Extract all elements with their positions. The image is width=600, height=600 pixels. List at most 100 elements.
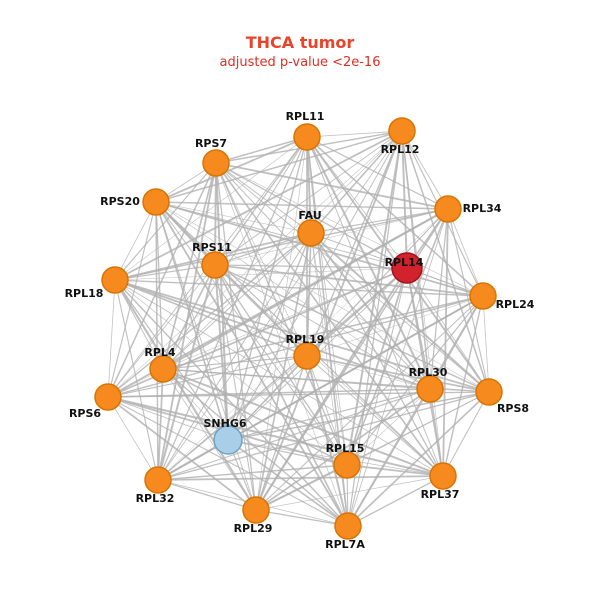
edge [114, 279, 348, 466]
edge [215, 162, 308, 357]
edge [155, 201, 159, 481]
edge [406, 267, 490, 393]
edge [114, 208, 449, 281]
edge [157, 232, 312, 481]
edge [306, 355, 348, 466]
node-FAU [297, 219, 325, 247]
edge [347, 267, 408, 527]
node-RPL32 [144, 466, 172, 494]
node-label-RPS8: RPS8 [497, 402, 529, 415]
edge [215, 162, 490, 393]
edge [310, 232, 490, 393]
edge [114, 130, 403, 281]
edge [162, 130, 403, 370]
edge [114, 279, 484, 297]
edge [255, 475, 444, 511]
edge [347, 391, 490, 527]
edge [214, 264, 349, 527]
edge [215, 162, 348, 466]
edge [162, 368, 444, 477]
edge [107, 396, 229, 441]
node-label-RPL32: RPL32 [136, 492, 175, 505]
edge [346, 391, 490, 466]
edge [255, 509, 349, 527]
node-label-RPL4: RPL4 [144, 346, 176, 359]
node-label-RPL15: RPL15 [326, 442, 365, 455]
node-RPL24 [469, 282, 497, 310]
edge [114, 279, 349, 527]
edges-layer [107, 130, 490, 527]
node-label-RPL12: RPL12 [381, 143, 420, 156]
node-RPL7A [334, 512, 362, 540]
edge [162, 368, 349, 527]
edge [310, 130, 403, 234]
edge [255, 295, 484, 511]
edge [107, 396, 257, 511]
edge [157, 391, 490, 481]
edge [306, 136, 444, 477]
edge [306, 355, 444, 477]
edge [107, 162, 217, 398]
edge [155, 136, 308, 203]
edge [227, 388, 431, 441]
edge [447, 208, 484, 297]
node-RPL11 [293, 123, 321, 151]
edge [107, 355, 308, 398]
edge [107, 232, 312, 398]
chart-title: THCA tumor [245, 33, 355, 52]
node-SNHG6 [213, 425, 243, 455]
node-RPS7 [202, 149, 230, 177]
node-RPL29 [242, 496, 270, 524]
edge [157, 264, 216, 481]
edge [215, 162, 431, 390]
edge [114, 162, 217, 281]
edge [346, 130, 403, 466]
edge [214, 264, 348, 466]
edge [157, 368, 164, 481]
edge [214, 264, 444, 477]
edge [406, 267, 431, 390]
edge [310, 232, 348, 466]
edge [482, 295, 490, 393]
node-label-RPL18: RPL18 [65, 287, 104, 300]
edge [157, 479, 257, 511]
edge [255, 355, 308, 511]
edge [306, 136, 484, 297]
edge [310, 232, 431, 390]
edge [255, 388, 431, 511]
edge [162, 355, 308, 370]
edge [347, 388, 431, 527]
edge [155, 130, 403, 203]
node-label-RPL19: RPL19 [286, 333, 325, 346]
edge [227, 295, 484, 441]
edge [114, 136, 308, 281]
edge [306, 232, 312, 357]
edge [227, 232, 312, 441]
edge [255, 464, 348, 511]
edge [306, 130, 403, 357]
edge [107, 396, 444, 477]
edge [429, 388, 444, 477]
edge [214, 232, 312, 266]
node-label-RPS11: RPS11 [192, 241, 232, 254]
edge [401, 130, 449, 210]
edge [155, 201, 349, 527]
edge [162, 368, 257, 511]
edge [114, 201, 157, 281]
node-RPL12 [388, 117, 416, 145]
edge [162, 368, 431, 390]
edge [401, 130, 490, 393]
edge [157, 388, 431, 481]
edge [214, 264, 490, 393]
edge [114, 264, 216, 281]
edge [162, 368, 229, 441]
edge [155, 201, 164, 370]
node-label-FAU: FAU [298, 209, 321, 222]
chart-subtitle: adjusted p-value <2e-16 [219, 55, 381, 70]
edge [214, 130, 403, 266]
edge [114, 279, 164, 370]
edge [107, 396, 159, 481]
node-RPL30 [416, 375, 444, 403]
edge [155, 201, 444, 477]
edge [310, 232, 408, 269]
